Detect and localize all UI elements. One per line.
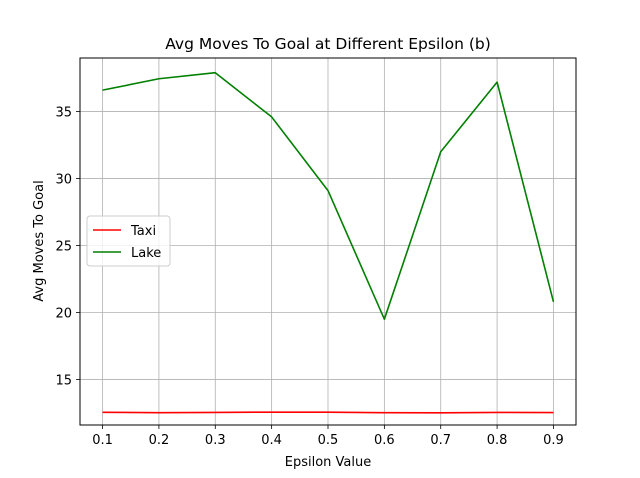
- legend-label-lake: Lake: [131, 246, 161, 261]
- y-tick-label: 30: [55, 173, 72, 188]
- x-tick-label: 0.2: [149, 433, 170, 448]
- y-tick-label: 15: [55, 373, 72, 388]
- y-axis-label: Avg Moves To Goal: [32, 180, 47, 301]
- legend-label-taxi: Taxi: [130, 224, 156, 239]
- x-tick-label: 0.3: [205, 433, 226, 448]
- x-tick-label: 0.4: [261, 433, 282, 448]
- x-tick-label: 0.5: [318, 433, 339, 448]
- x-tick-label: 0.6: [374, 433, 395, 448]
- y-tick-label: 20: [55, 306, 72, 321]
- y-tick-label: 25: [55, 240, 72, 255]
- x-axis-label: Epsilon Value: [285, 455, 372, 470]
- legend-box: [86, 215, 171, 267]
- legend: Taxi Lake: [86, 215, 171, 267]
- series-line-taxi: [102, 411, 554, 414]
- y-tick-label: 35: [55, 106, 72, 121]
- chart-title: Avg Moves To Goal at Different Epsilon (…: [165, 35, 491, 53]
- y-axis: 15 20 25 30 35: [55, 106, 80, 388]
- x-tick-label: 0.7: [430, 433, 451, 448]
- series-lines: [102, 71, 555, 414]
- x-tick-label: 0.8: [487, 433, 508, 448]
- x-tick-label: 0.1: [92, 433, 113, 448]
- x-tick-label: 0.9: [543, 433, 564, 448]
- x-axis: 0.1 0.2 0.3 0.4 0.5 0.6 0.7 0.8 0.9: [92, 425, 564, 448]
